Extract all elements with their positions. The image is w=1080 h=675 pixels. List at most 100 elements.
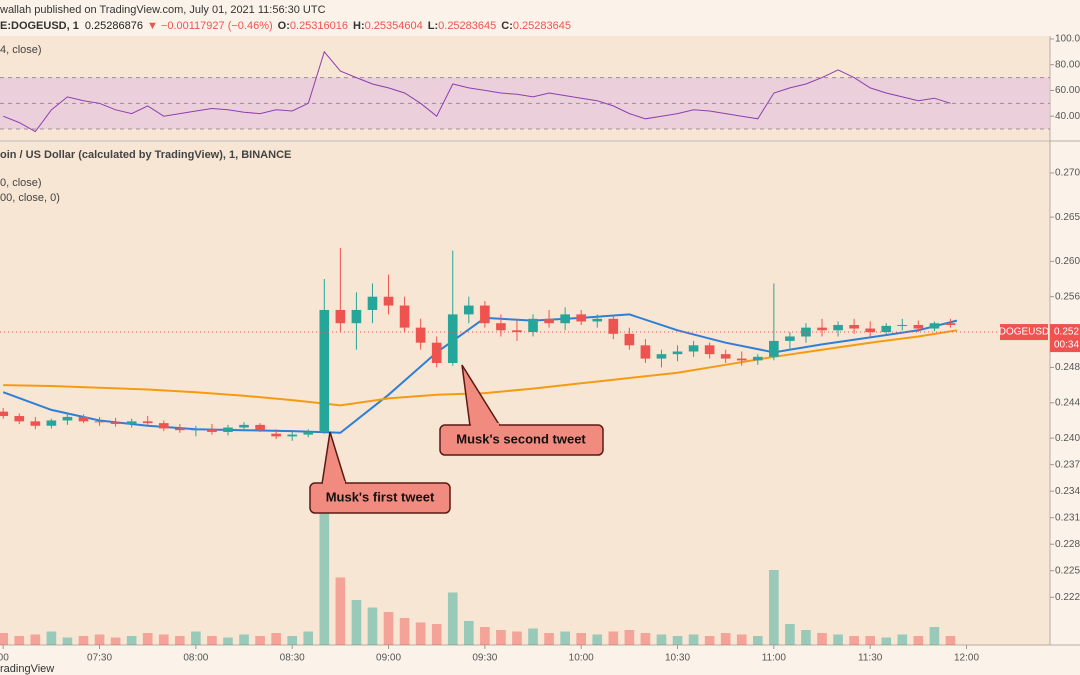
candle-body [849, 324, 859, 329]
candle-body [319, 309, 330, 432]
published-line: wallah published on TradingView.com, Jul… [0, 4, 326, 16]
y-tick-label: 80.00 [1055, 59, 1080, 70]
volume-bar [608, 631, 619, 645]
volume-bar [46, 631, 57, 645]
volume-bar [688, 634, 699, 645]
volume-bar [720, 633, 731, 645]
volume-bar [945, 636, 956, 645]
candle-body [110, 422, 121, 424]
candle-body [223, 427, 233, 432]
candle-body [544, 318, 554, 324]
volume-bar [175, 636, 185, 645]
volume-bar [447, 592, 458, 645]
candle-body [688, 345, 699, 352]
footer: radingView [0, 663, 54, 675]
volume-bar [191, 631, 201, 645]
change: ▼ −0.00117927 (−0.46%) [147, 20, 273, 32]
annotation-first: Musk's first tweet [309, 431, 451, 514]
annotation-second: Musk's second tweet [439, 364, 604, 456]
volume-bar [512, 631, 522, 645]
ma-line [3, 329, 958, 407]
x-tick-label: 09:00 [376, 653, 401, 664]
candle-body [672, 351, 683, 355]
candle-body [720, 354, 731, 359]
annotation-joint [471, 423, 499, 427]
volume-bar [897, 634, 908, 645]
volume-bar [14, 636, 25, 645]
volume-bar [158, 634, 169, 645]
candle-body [415, 327, 426, 343]
volume-bar [496, 630, 506, 645]
ohlc-label: O: [278, 20, 290, 32]
candle-body [704, 345, 715, 355]
candle-body [656, 354, 667, 359]
volume-bar [913, 636, 924, 645]
volume-bar [881, 637, 892, 645]
candle-body [801, 327, 811, 337]
candle-body [592, 318, 603, 322]
symbol-tag-text: DOGEUSD [999, 327, 1050, 338]
candle-body [46, 420, 57, 426]
candle-body [576, 314, 587, 322]
volume-bar [528, 628, 538, 645]
candle-body [0, 411, 9, 417]
candle-body [528, 318, 538, 333]
candle-body [175, 428, 185, 431]
volume-bar [207, 636, 217, 645]
ohlc-label: L: [428, 20, 438, 32]
candle-body [865, 328, 875, 333]
ohlc-value: 0.25283645 [513, 20, 571, 32]
y-tick-label: 0.222 [1055, 592, 1080, 603]
x-tick-label: 07:30 [87, 653, 112, 664]
volume-bar [736, 634, 747, 645]
y-tick-label: 0.240 [1055, 433, 1080, 444]
candle-body [287, 434, 298, 437]
candle-body [736, 358, 747, 361]
y-tick-label: 0.260 [1055, 256, 1080, 267]
series-legend: 0, close) [0, 177, 42, 189]
volume-bar [351, 600, 362, 645]
volume-bar [142, 633, 153, 645]
x-tick-label: 12:00 [954, 653, 979, 664]
y-tick-label: 40.00 [1055, 111, 1080, 122]
volume-bar [62, 637, 73, 645]
volume-bar [672, 636, 683, 645]
y-tick-label: 60.00 [1055, 85, 1080, 96]
volume-bar [624, 630, 635, 645]
y-tick-label: 0.228 [1055, 539, 1080, 550]
volume-bar [271, 633, 281, 645]
symbol: E:DOGEUSD, 1 [0, 20, 79, 32]
x-tick-label: 08:30 [280, 653, 305, 664]
candle-body [207, 429, 217, 432]
y-tick-label: 100.00 [1055, 34, 1080, 45]
x-tick-label: 09:30 [472, 653, 497, 664]
volume-bar [801, 630, 811, 645]
volume-bar [817, 633, 827, 645]
volume-bar [560, 631, 570, 645]
candle-body [30, 421, 41, 426]
volume-bar [303, 631, 314, 645]
candle-body [480, 305, 490, 324]
annotation-text: Musk's first tweet [326, 489, 435, 504]
x-tick-label: 08:00 [183, 653, 208, 664]
price-tag [1050, 324, 1080, 353]
ohlc-label: C: [501, 20, 513, 32]
ohlc-label: H: [353, 20, 365, 32]
volume-bar [223, 637, 233, 645]
y-tick-label: 0.237 [1055, 459, 1080, 470]
volume-bar [30, 634, 41, 645]
candle-body [785, 336, 795, 341]
price-pane [0, 142, 1050, 645]
candle-body [496, 323, 506, 331]
y-tick-label: 0.265 [1055, 212, 1080, 223]
candle-body [94, 421, 105, 423]
price-tag-text: 0.252 [1054, 327, 1079, 338]
volume-bar [415, 622, 426, 645]
candle-body [303, 431, 314, 435]
volume-bar [480, 627, 490, 645]
x-tick-label: 00 [0, 653, 9, 664]
volume-bar [239, 634, 249, 645]
candle-body [608, 318, 619, 334]
plot: 100.00 80.00 60.00 40.00 0.270 0.265 0.260 0.25… [0, 34, 1080, 664]
